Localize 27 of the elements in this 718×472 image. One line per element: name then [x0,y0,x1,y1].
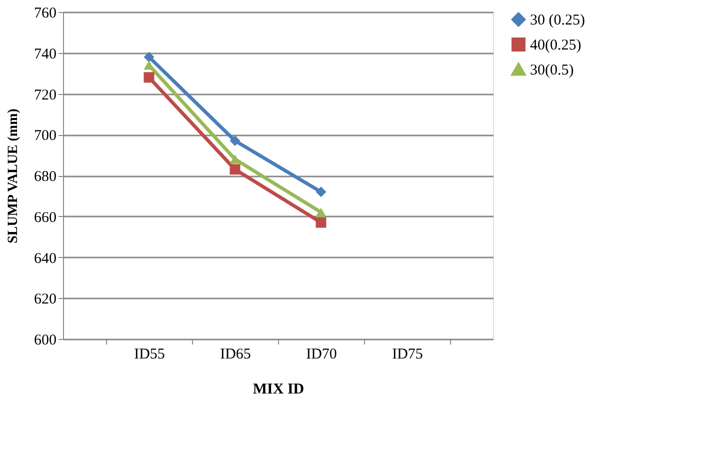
point [230,136,240,146]
x-tick-label: ID55 [134,346,165,362]
x-tick-label: ID75 [392,346,423,362]
point [144,60,154,70]
y-tick-label: 680 [34,169,56,185]
y-tick-label: 660 [34,210,56,226]
legend-label: 30(0.5) [530,62,574,78]
point [316,186,326,198]
y-tick-label: 600 [34,332,56,348]
x-tick-label: ID65 [220,346,251,362]
y-axis-title: SLUMP VALUE (mm) [6,108,21,244]
point [230,154,240,164]
point [316,208,326,217]
point [230,164,240,175]
legend-label: 30 (0.25) [530,12,585,28]
y-tick-label: 640 [34,250,56,267]
y-tick-label: 720 [34,87,56,104]
point [144,72,154,83]
point [144,52,154,62]
y-tick-label: 700 [34,128,56,144]
x-axis-title: MIX ID [252,382,304,398]
y-tick-label: 760 [34,6,56,22]
legend-label: 40(0.25) [530,38,582,54]
point [316,217,326,228]
y-tick-label: 740 [34,46,56,62]
y-tick-label: 620 [34,292,56,308]
x-tick-label: ID70 [306,346,337,362]
